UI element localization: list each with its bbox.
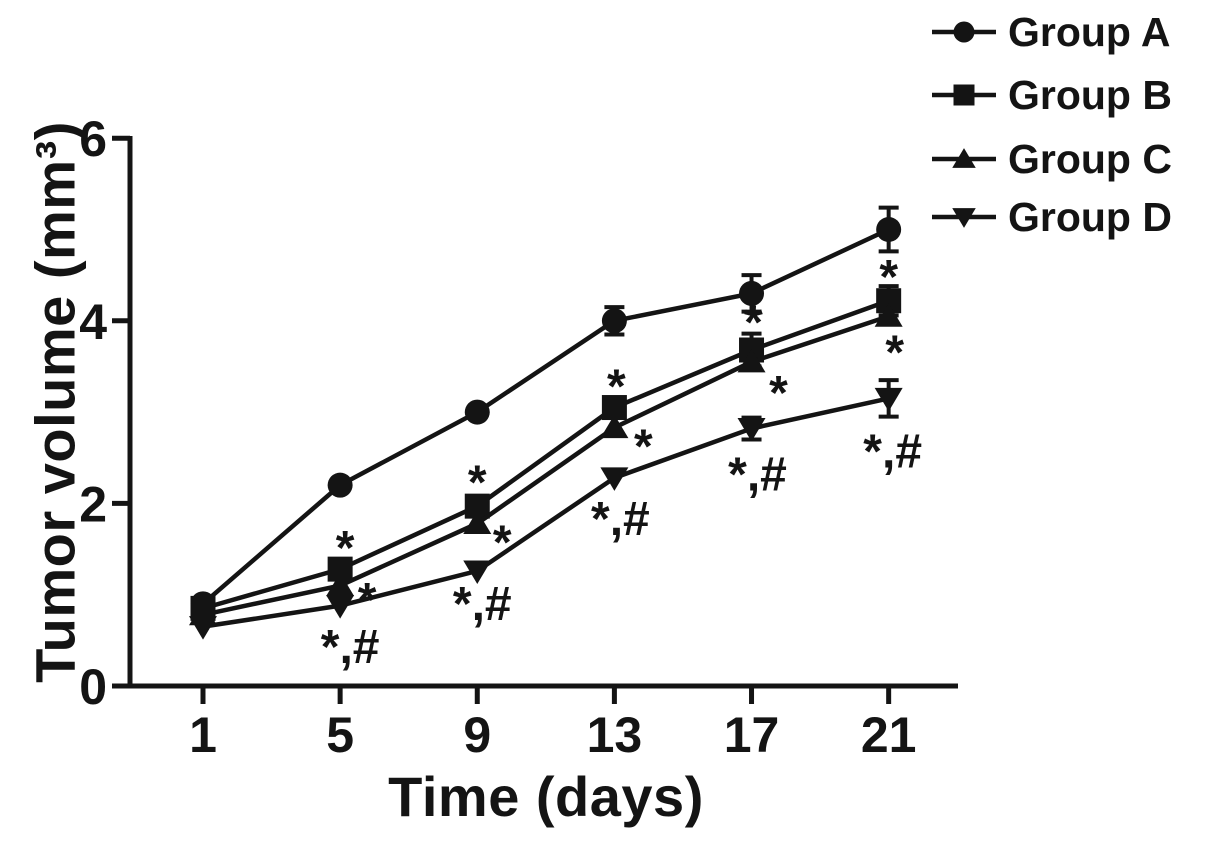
triangle-up-marker <box>874 303 903 327</box>
triangle-down-marker <box>326 595 355 619</box>
y-tick-label: 4 <box>79 294 107 350</box>
significance-annotation: * <box>607 360 626 413</box>
legend-triangle-down-icon <box>952 208 976 228</box>
legend-label: Group A <box>1008 9 1170 55</box>
y-tick-label: 2 <box>79 476 107 532</box>
significance-annotation: * <box>358 574 377 627</box>
circle-marker <box>739 280 765 306</box>
x-tick-label: 17 <box>724 707 780 763</box>
legend-entry-group-d: Group D <box>932 194 1172 240</box>
legend-entry-group-a: Group A <box>932 9 1170 55</box>
legend-entry-group-c: Group C <box>932 136 1172 182</box>
significance-annotation: * <box>879 251 898 304</box>
circle-marker <box>327 472 353 498</box>
x-tick-label: 1 <box>189 707 217 763</box>
significance-annotation: * <box>336 522 355 575</box>
significance-annotation: *,# <box>728 448 787 501</box>
triangle-up-marker <box>326 572 355 597</box>
triangle-up-marker <box>463 510 492 534</box>
significance-annotation: *,# <box>453 578 512 631</box>
series-group-d <box>189 378 903 640</box>
legend-label: Group D <box>1008 194 1172 240</box>
circle-marker <box>876 217 902 242</box>
triangle-up-marker <box>737 348 766 373</box>
series-group-a <box>190 205 902 617</box>
significance-annotation: * <box>634 421 653 474</box>
significance-annotation: * <box>744 296 763 349</box>
significance-annotation: *,# <box>591 493 650 546</box>
triangle-down-marker <box>463 560 492 584</box>
axes <box>112 135 958 704</box>
legend: Group A Group B Group C Group D <box>932 9 1172 240</box>
legend-label: Group B <box>1008 72 1172 118</box>
triangle-up-marker <box>600 414 629 439</box>
series-line <box>202 396 890 629</box>
series-line <box>202 298 890 611</box>
legend-circle-icon <box>953 21 975 43</box>
significance-annotation: * <box>769 367 788 420</box>
legend-label: Group C <box>1008 136 1172 182</box>
x-tick-label: 21 <box>861 707 917 763</box>
legend-triangle-up-icon <box>952 148 976 168</box>
x-tick-label: 13 <box>587 707 643 763</box>
significance-annotation: * <box>885 327 904 380</box>
significance-annotation: *,# <box>863 425 922 478</box>
significance-annotation: * <box>493 517 512 570</box>
legend-entry-group-b: Group B <box>932 72 1172 118</box>
tick-labels: 0 2 4 6 1 5 9 13 17 21 <box>79 111 916 763</box>
triangle-down-marker <box>189 616 217 640</box>
y-tick-label: 0 <box>79 659 107 715</box>
y-axis-title: Tumor volume (mm³) <box>23 121 87 683</box>
series-line <box>202 314 890 617</box>
series-line <box>201 227 890 606</box>
triangle-down-marker <box>874 387 903 412</box>
significance-annotation: *,# <box>321 621 380 674</box>
series-group-b <box>190 284 902 621</box>
circle-marker <box>601 308 627 334</box>
series-group-c <box>189 303 903 626</box>
x-axis-title: Time (days) <box>388 765 704 828</box>
annotations: ***********,#*,#*,#*,# *,# <box>321 251 922 674</box>
circle-marker <box>464 399 490 425</box>
significance-annotation: * <box>468 456 487 509</box>
triangle-down-marker <box>600 467 629 491</box>
legend-square-icon <box>953 84 975 106</box>
x-tick-label: 9 <box>463 707 491 763</box>
x-tick-label: 5 <box>326 707 354 763</box>
y-tick-label: 6 <box>79 111 107 167</box>
triangle-down-marker <box>737 418 766 442</box>
